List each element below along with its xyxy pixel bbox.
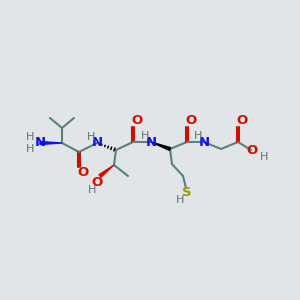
Text: O: O <box>185 115 197 128</box>
Text: N: N <box>198 136 210 148</box>
Text: O: O <box>246 143 258 157</box>
Text: N: N <box>146 136 157 148</box>
Text: H: H <box>26 144 34 154</box>
Text: H: H <box>141 131 149 141</box>
Text: O: O <box>77 167 88 179</box>
Text: O: O <box>236 115 247 128</box>
Text: N: N <box>92 136 103 149</box>
Text: N: N <box>34 136 46 149</box>
Text: O: O <box>92 176 103 188</box>
Text: H: H <box>260 152 268 162</box>
Text: H: H <box>26 132 34 142</box>
Polygon shape <box>151 142 170 150</box>
Text: H: H <box>88 185 96 195</box>
Text: H: H <box>87 132 95 142</box>
Polygon shape <box>40 142 62 145</box>
Text: S: S <box>182 187 192 200</box>
Polygon shape <box>99 165 114 177</box>
Text: H: H <box>176 195 184 205</box>
Text: O: O <box>131 115 142 128</box>
Text: H: H <box>194 131 202 141</box>
